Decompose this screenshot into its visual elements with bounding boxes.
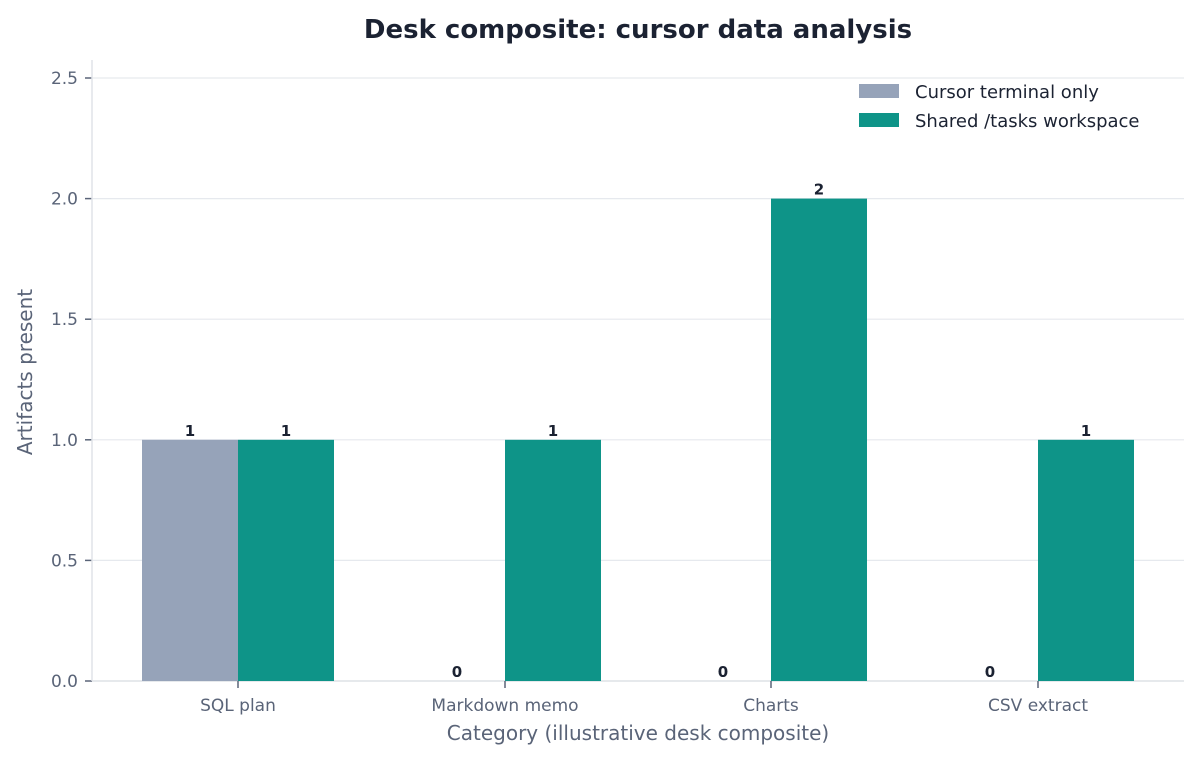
bar [771,198,867,681]
bar-value-label: 0 [718,663,728,681]
bar-value-label: 1 [548,422,558,440]
x-tick-label: CSV extract [988,696,1088,716]
bar [238,439,334,681]
chart-title: Desk composite: cursor data analysis [364,15,912,45]
legend-label-cursor-terminal: Cursor terminal only [915,82,1099,103]
legend-label-shared-workspace: Shared /tasks workspace [915,111,1140,132]
x-tick-label: Charts [743,696,799,716]
x-tick-label: Markdown memo [431,696,578,716]
bar-value-label: 0 [452,663,462,681]
bar-value-label: 2 [814,181,824,199]
bar-value-label: 1 [1081,422,1091,440]
y-tick-label: 2.0 [51,190,78,210]
y-tick-label: 1.0 [51,431,78,451]
y-tick-label: 2.5 [51,69,78,89]
data-labels: 1 1 0 1 0 2 0 1 [185,181,1091,681]
bar [1038,439,1134,681]
tick-labels: 0.0 0.5 1.0 1.5 2.0 2.5 SQL plan Markdown memo C… [51,69,1088,716]
y-tick-label: 0.0 [51,672,78,692]
bar [142,439,238,681]
x-axis-label: Category (illustrative desk composite) [447,721,829,745]
y-tick-label: 0.5 [51,551,78,571]
legend-swatch-shared-workspace [859,113,899,127]
bar-value-label: 0 [985,663,995,681]
x-tick-label: SQL plan [200,696,276,716]
bar [505,439,601,681]
legend-swatch-cursor-terminal [859,84,899,98]
bars [142,198,1134,681]
y-tick-label: 1.5 [51,310,78,330]
legend: Cursor terminal only Shared /tasks works… [859,82,1140,132]
y-axis-label: Artifacts present [13,289,37,455]
bar-value-label: 1 [185,422,195,440]
bar-value-label: 1 [281,422,291,440]
